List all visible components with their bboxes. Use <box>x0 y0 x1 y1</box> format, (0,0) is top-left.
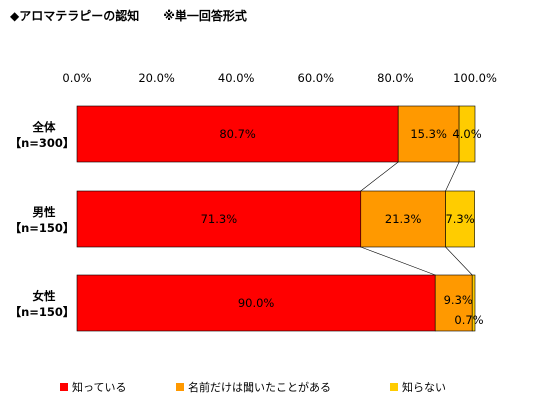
bar-segment <box>471 274 476 332</box>
category-label: 全体 <box>32 120 56 134</box>
data-label: 0.7% <box>454 313 483 327</box>
data-label: 71.3% <box>201 212 238 226</box>
legend-item-known: 知っている <box>60 379 126 395</box>
bar-segment <box>76 105 399 163</box>
legend-item-name-only: 名前だけは聞いたことがある <box>176 379 331 395</box>
legend-swatch-known <box>60 383 68 391</box>
x-tick-label: 60.0% <box>298 71 335 85</box>
bar-segment <box>76 190 362 248</box>
series-lines <box>360 161 473 276</box>
x-tick-label: 80.0% <box>377 71 414 85</box>
data-label: 4.0% <box>452 127 481 141</box>
bar-segment <box>445 190 475 248</box>
legend-swatch-unknown <box>390 383 398 391</box>
data-label: 9.3% <box>444 293 473 307</box>
data-label: 15.3% <box>410 127 447 141</box>
x-tick-label: 40.0% <box>218 71 255 85</box>
bar-segment <box>434 274 473 332</box>
category-sample-size: 【n=150】 <box>10 221 75 235</box>
x-tick-label: 20.0% <box>138 71 175 85</box>
series-line <box>360 246 436 276</box>
bars <box>76 105 476 332</box>
data-label: 21.3% <box>385 212 422 226</box>
x-axis-ticks: 0.0% 20.0% 40.0% 60.0% 80.0% 100.0% <box>62 71 497 85</box>
data-label: 80.7% <box>219 127 256 141</box>
category-sample-size: 【n=150】 <box>10 305 75 319</box>
category-sample-size: 【n=300】 <box>10 136 75 150</box>
category-label: 男性 <box>33 205 56 219</box>
bar-segment <box>360 190 446 248</box>
legend-item-unknown: 知らない <box>390 379 446 395</box>
bar-segment <box>397 105 460 163</box>
series-line <box>445 161 460 192</box>
series-line <box>445 246 473 276</box>
legend-label-known: 知っている <box>72 381 127 394</box>
series-line <box>360 161 399 192</box>
legend-label-name-only: 名前だけは聞いたことがある <box>188 381 331 394</box>
bar-segment <box>458 105 476 163</box>
data-label: 90.0% <box>238 296 275 310</box>
x-tick-label: 100.0% <box>453 71 497 85</box>
category-labels: 全体【n=300】男性【n=150】女性【n=150】 <box>10 120 75 319</box>
legend-swatch-name-only <box>176 383 184 391</box>
chart-title: ◆アロマテラピーの認知 ※単一回答形式 <box>10 9 247 23</box>
data-labels: 80.7% 15.3% 4.0% 71.3% 21.3% 7.3% 90.0% 9.3% 0.7… <box>201 127 484 327</box>
legend-label-unknown: 知らない <box>402 381 446 394</box>
category-label: 女性 <box>33 289 56 303</box>
x-tick-label: 0.0% <box>62 71 91 85</box>
data-label: 7.3% <box>445 212 474 226</box>
bar-segment <box>76 274 436 332</box>
